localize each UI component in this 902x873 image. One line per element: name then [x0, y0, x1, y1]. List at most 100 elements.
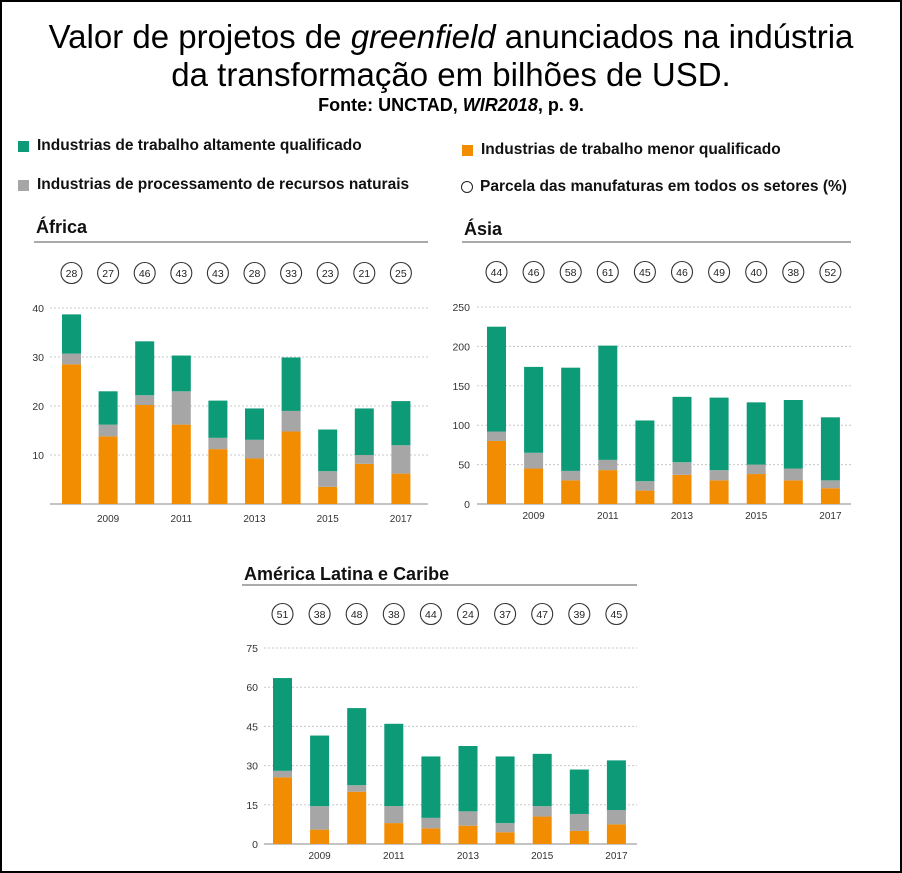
africa-bar-high-2017 [391, 401, 411, 446]
legend-item-share: Parcela das manufaturas em todos os seto… [461, 178, 847, 196]
legend-swatch-resource [18, 179, 29, 191]
africa-bar-low-2015 [318, 486, 338, 504]
asia-bar-low-2016 [783, 480, 803, 504]
africa-share-circle-2016 [353, 261, 376, 285]
asia-share-circle-2008 [485, 260, 508, 284]
latam-share-circle-2017 [605, 602, 628, 626]
africa-x-tick-label: 2009 [97, 514, 120, 525]
legend-swatch-high-skill [18, 140, 29, 152]
asia-bar-resource-2012 [635, 481, 655, 491]
latam-share-label-2015: 47 [536, 609, 548, 621]
asia-y-tick-label: 150 [452, 381, 470, 393]
asia-share-circle-2016 [782, 260, 805, 284]
africa-share-circle-2008 [60, 261, 83, 285]
africa-share-circle-2014 [280, 261, 303, 285]
asia-share-circle-2014 [708, 260, 731, 284]
latam-bar-low-2015 [532, 816, 552, 844]
legend-label-resource: Industrias de processamento de recursos … [37, 176, 410, 193]
legend-label-low-skill: Industrias de trabalho menor qualificado [481, 141, 781, 158]
asia-share-circle-2010 [559, 260, 582, 284]
latam-bar-resource-2016 [569, 813, 589, 831]
latam-bar-resource-2008 [273, 770, 292, 778]
asia-share-circle-2015 [745, 260, 768, 284]
latam-bar-resource-2013 [458, 811, 478, 826]
latam-share-circle-2009 [308, 602, 331, 626]
latam-bar-low-2008 [273, 777, 292, 844]
asia-bar-high-2013 [672, 396, 692, 463]
africa-bar-low-2013 [245, 458, 264, 504]
legend-item-low-skill: Industrias de trabalho menor qualificado [462, 141, 781, 159]
asia-x-tick-label: 2009 [522, 511, 545, 522]
latam-share-label-2009: 38 [314, 609, 326, 621]
latam-bar-high-2013 [458, 746, 478, 812]
latam-share-label-2016: 39 [573, 609, 585, 621]
africa-bar-low-2014 [281, 431, 301, 504]
africa-bar-high-2011 [171, 355, 191, 392]
latam-share-label-2013: 24 [462, 609, 474, 621]
asia-x-tick-label: 2017 [819, 511, 842, 522]
asia-bar-low-2012 [635, 490, 655, 504]
africa-bar-low-2009 [98, 436, 118, 504]
latam-bar-high-2010 [347, 708, 367, 786]
latam-bar-high-2011 [384, 723, 404, 807]
africa-bar-low-2016 [354, 463, 374, 504]
asia-y-tick-label: 100 [452, 420, 470, 432]
africa-bar-low-2017 [391, 473, 411, 504]
asia-bar-high-2017 [820, 417, 840, 481]
latam-panel-title: América Latina e Caribe [244, 564, 449, 584]
africa-bar-high-2012 [208, 400, 228, 438]
asia-bar-resource-2011 [598, 459, 618, 471]
asia-y-tick-label: 50 [458, 460, 470, 472]
latam-bar-resource-2015 [532, 806, 552, 817]
africa-panel-title: África [36, 216, 88, 237]
latam-bar-low-2012 [421, 828, 441, 844]
africa-bar-high-2014 [281, 357, 301, 411]
africa-share-circle-2015 [316, 261, 339, 285]
legend-label-share: Parcela das manufaturas em todos os seto… [480, 178, 847, 195]
africa-share-label-2016: 21 [358, 268, 370, 280]
africa-bar-resource-2015 [318, 471, 338, 487]
africa-bar-high-2010 [135, 341, 155, 396]
latam-y-tick-label: 75 [246, 643, 258, 655]
africa-share-circle-2013 [243, 261, 266, 285]
latam-y-tick-label: 30 [246, 761, 258, 773]
asia-bar-low-2014 [709, 480, 729, 504]
latam-bar-resource-2009 [310, 806, 330, 830]
asia-bar-resource-2017 [820, 480, 840, 489]
africa-share-label-2008: 28 [66, 268, 78, 280]
asia-y-tick-label: 200 [452, 341, 470, 353]
africa-y-tick-label: 10 [32, 450, 44, 462]
asia-share-label-2008: 44 [491, 267, 503, 279]
africa-bar-resource-2013 [245, 439, 264, 459]
africa-share-label-2015: 23 [322, 268, 334, 280]
asia-bar-resource-2013 [672, 462, 692, 475]
africa-bar-high-2013 [245, 408, 264, 440]
asia-x-tick-label: 2013 [671, 511, 694, 522]
latam-share-label-2012: 44 [425, 609, 437, 621]
latam-share-circle-2011 [382, 602, 405, 626]
africa-x-tick-label: 2013 [243, 514, 266, 525]
asia-bar-high-2010 [561, 367, 581, 471]
asia-share-label-2017: 52 [825, 267, 837, 279]
africa-share-circle-2010 [133, 261, 156, 285]
chart-title-line-1: Valor de projetos de greenfield anunciad… [48, 18, 854, 55]
latam-share-circle-2012 [419, 602, 442, 626]
latam-share-label-2010: 48 [351, 609, 363, 621]
latam-x-tick-label: 2013 [457, 851, 480, 862]
asia-bar-high-2009 [524, 366, 544, 453]
africa-y-tick-label: 20 [32, 401, 44, 413]
africa-bar-resource-2009 [98, 424, 118, 437]
africa-bar-low-2012 [208, 449, 228, 504]
latam-share-circle-2013 [456, 602, 480, 626]
latam-bar-low-2009 [310, 829, 330, 844]
latam-bar-low-2013 [458, 825, 478, 844]
africa-share-circle-2012 [206, 261, 229, 285]
africa-bar-resource-2010 [135, 395, 155, 406]
latam-bar-low-2010 [347, 791, 367, 844]
asia-bar-resource-2009 [524, 452, 544, 469]
latam-bar-low-2011 [384, 823, 404, 844]
asia-share-circle-2011 [596, 260, 619, 284]
africa-y-tick-label: 30 [32, 352, 44, 364]
asia-bar-low-2010 [561, 480, 581, 504]
africa-share-label-2011: 43 [175, 268, 187, 280]
